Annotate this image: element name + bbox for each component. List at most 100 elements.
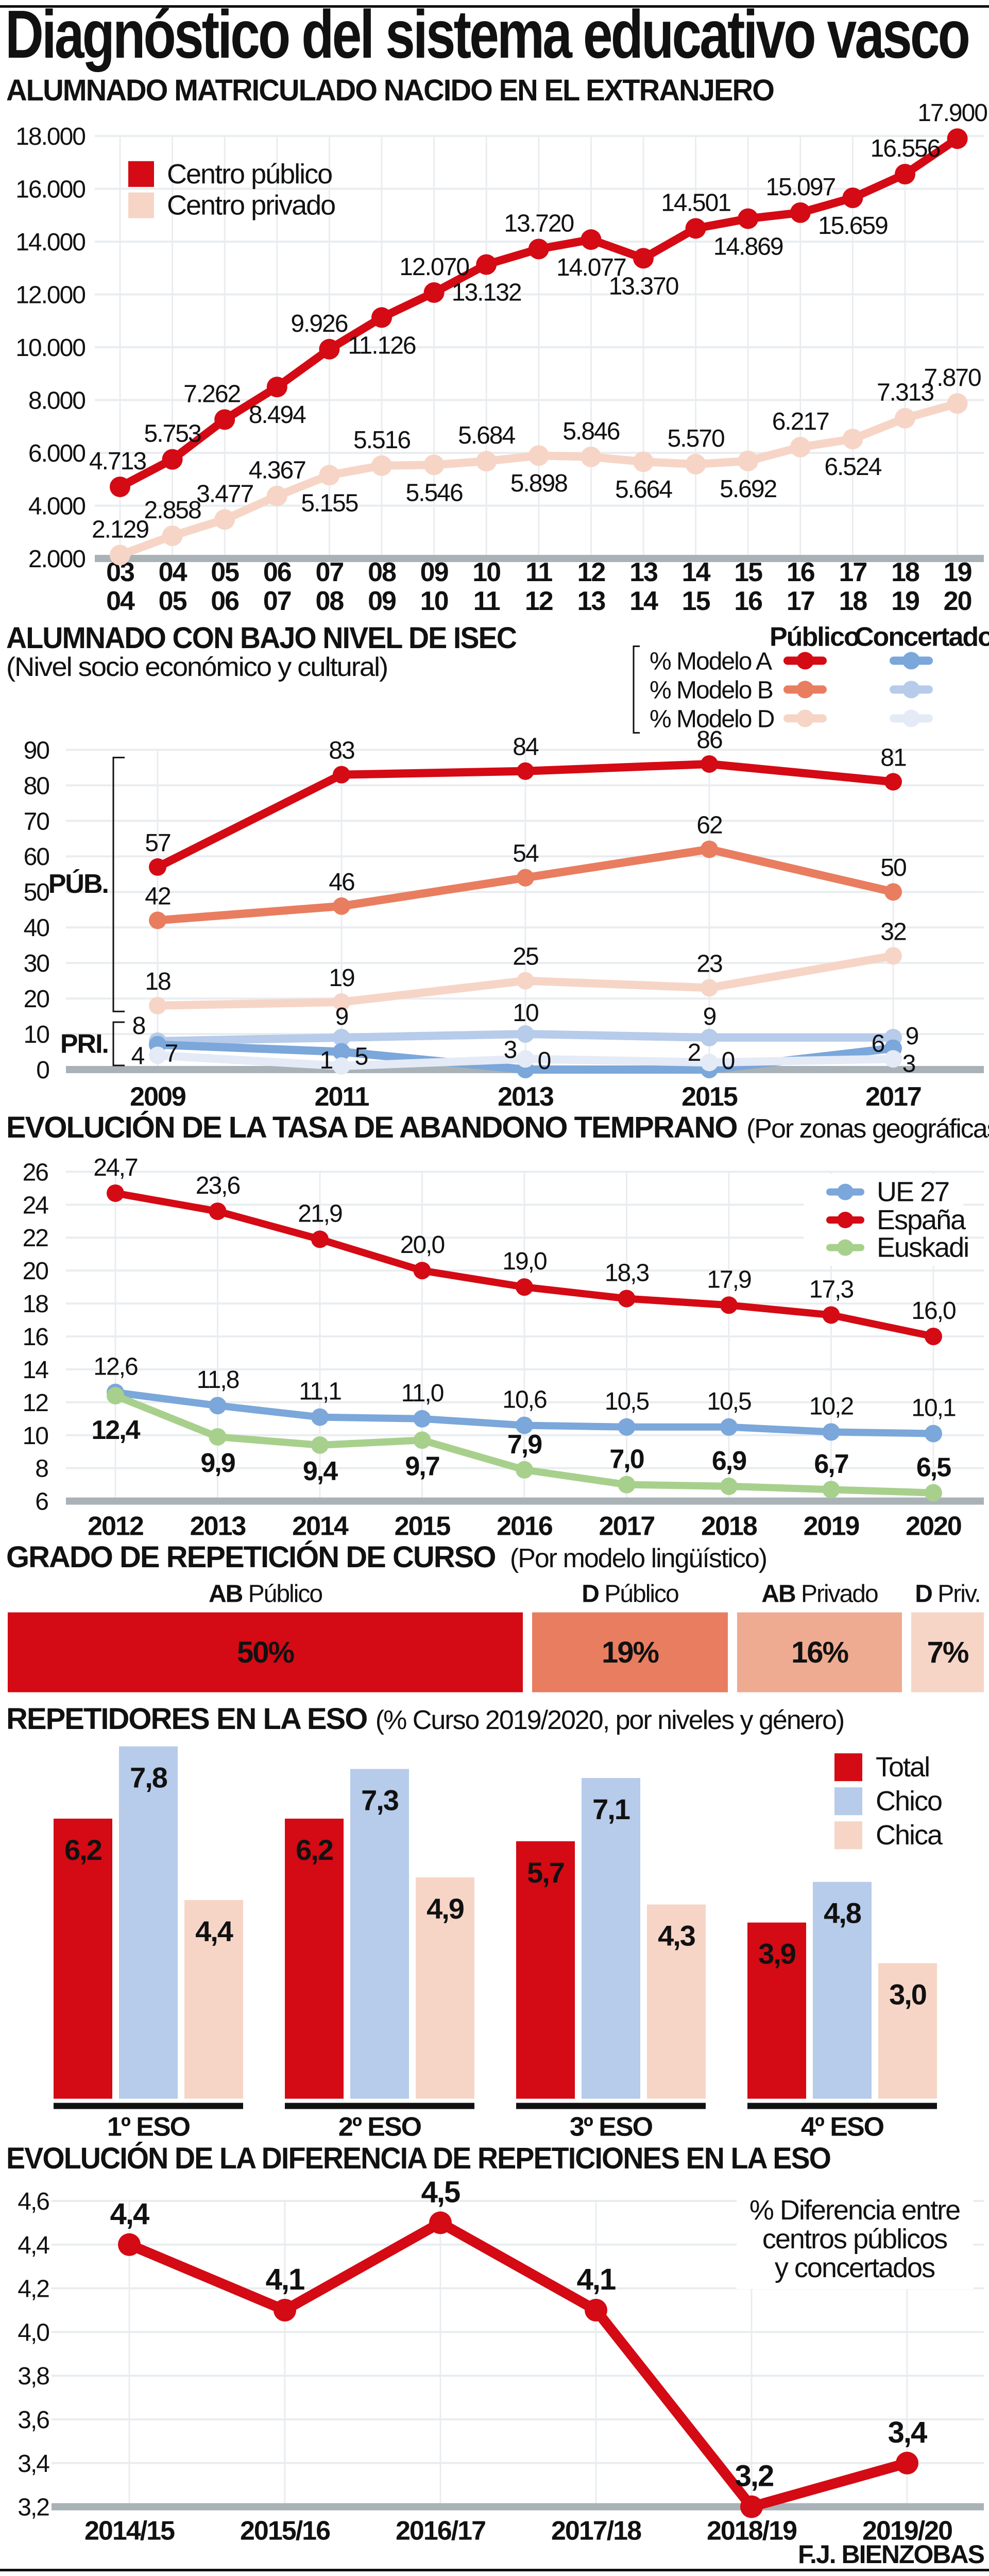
data-label: 2.129 — [92, 516, 148, 543]
x-tick-label: 06 — [211, 586, 239, 616]
data-label: 8 — [132, 1012, 145, 1040]
data-label: 14.869 — [713, 233, 783, 260]
public-point — [162, 449, 183, 470]
data-label: 9,9 — [200, 1448, 234, 1478]
legend-label: España — [877, 1205, 966, 1235]
data-label: 4 — [131, 1042, 145, 1070]
data-label: 4,1 — [577, 2263, 616, 2296]
public-point — [214, 409, 235, 430]
concertado-model-d-point — [701, 1054, 718, 1072]
euskadi-point — [107, 1387, 124, 1405]
public-point — [476, 254, 497, 275]
data-label: 10,2 — [809, 1393, 854, 1420]
y-tick-label: 3,6 — [18, 2406, 49, 2434]
chart-repetition-by-model: GRADO DE REPETICIÓN DE CURSO (Por modelo… — [6, 1540, 984, 1692]
data-label: 23,6 — [196, 1172, 240, 1199]
private-point — [528, 445, 549, 466]
y-tick-label: 60 — [24, 843, 49, 871]
chart-title: EVOLUCIÓN DE LA DIFERENCIA DE REPETICION… — [6, 2142, 830, 2175]
data-label: 83 — [329, 737, 354, 765]
y-tick-label: 80 — [24, 772, 49, 800]
data-label: 62 — [696, 811, 722, 839]
public-point — [371, 307, 392, 328]
x-tick-label: 2016 — [497, 1512, 553, 1541]
x-axis-baseline — [52, 2503, 984, 2511]
data-label: 17.900 — [917, 99, 987, 127]
bar-value-label: 4,9 — [427, 1892, 464, 1925]
data-label: 5.546 — [406, 479, 463, 506]
data-label: 9,4 — [303, 1456, 338, 1486]
y-tick-label: 4,2 — [18, 2276, 49, 2303]
x-tick-label: 2009 — [130, 1082, 185, 1112]
bar-value-label: 7,8 — [130, 1761, 167, 1794]
x-tick-label: 14 — [682, 557, 711, 587]
y-tick-label: 18 — [23, 1291, 48, 1318]
x-tick-label: 2020 — [906, 1512, 961, 1541]
public-model-b-point — [884, 883, 902, 901]
x-tick-label: 12 — [525, 586, 553, 616]
public-model-a-point — [517, 762, 534, 780]
data-label: 3,4 — [888, 2416, 927, 2449]
data-label: 19 — [329, 964, 354, 992]
data-label: 5.753 — [144, 420, 201, 448]
ue27-point — [209, 1397, 227, 1415]
x-tick-label: 05 — [211, 557, 239, 587]
difference-point — [118, 2233, 141, 2256]
bar-value-label: 7,3 — [361, 1784, 399, 1817]
bar-chico — [582, 1778, 640, 2099]
y-tick-label: 30 — [24, 950, 49, 977]
y-tick-label: 14.000 — [15, 229, 85, 256]
public-point — [528, 239, 549, 260]
data-label: 15.097 — [765, 174, 835, 201]
annotation-text: y concertados — [775, 2252, 935, 2283]
data-label: 4,4 — [110, 2197, 149, 2231]
top-rule — [0, 5, 989, 8]
legend-column-header: Concertado — [855, 622, 989, 652]
group-underline — [285, 2103, 474, 2109]
data-label: 5.898 — [510, 470, 567, 497]
public-bracket — [112, 756, 125, 1012]
chart-eso-repeaters: REPETIDORES EN LA ESO (% Curso 2019/2020… — [6, 1702, 944, 2142]
legend-label: Centro privado — [167, 190, 335, 221]
data-label: 13.132 — [452, 279, 521, 306]
x-tick-label: 15 — [682, 586, 710, 616]
data-label: 57 — [145, 829, 170, 857]
bar-chica — [878, 1963, 937, 2099]
y-tick-label: 3,8 — [18, 2363, 49, 2390]
data-label: 10,1 — [911, 1395, 956, 1422]
ue27-point — [822, 1423, 840, 1441]
private-point — [266, 485, 287, 506]
group-underline — [54, 2103, 243, 2109]
category-label: 3º ESO — [570, 2112, 653, 2142]
y-tick-label: 4,6 — [18, 2188, 49, 2215]
public-model-b-point — [517, 869, 534, 887]
data-label: 11,1 — [299, 1378, 341, 1405]
bar-chico — [350, 1769, 409, 2099]
bar-chica — [647, 1904, 706, 2099]
spain-point — [311, 1230, 329, 1248]
category-label: 1º ESO — [107, 2112, 190, 2142]
x-tick-label: 11 — [473, 586, 500, 616]
euskadi-point — [516, 1461, 533, 1479]
segment-value-label: 50% — [237, 1636, 295, 1669]
chart-heading: GRADO DE REPETICIÓN DE CURSO (Por modelo… — [6, 1540, 766, 1574]
data-label: 32 — [880, 918, 906, 945]
data-label: 54 — [513, 840, 539, 868]
spain-point — [618, 1290, 636, 1308]
x-tick-label: 17 — [787, 586, 814, 616]
bar-segment — [8, 1612, 523, 1692]
legend-column-header: Público — [770, 622, 859, 652]
x-tick-label: 2013 — [498, 1082, 554, 1112]
y-tick-label: 0 — [36, 1057, 49, 1084]
public-point — [947, 128, 968, 149]
x-axis-baseline — [95, 555, 984, 562]
x-tick-label: 10 — [472, 557, 500, 587]
x-tick-label: 07 — [263, 586, 291, 616]
concertado-model-d-point — [884, 1050, 902, 1068]
data-label: 3.477 — [196, 480, 253, 507]
private-point — [476, 451, 497, 472]
data-label: 1 — [320, 1047, 333, 1074]
data-label: 2 — [688, 1039, 701, 1066]
legend-label: UE 27 — [877, 1177, 949, 1208]
bar-value-label: 3,9 — [758, 1938, 796, 1970]
